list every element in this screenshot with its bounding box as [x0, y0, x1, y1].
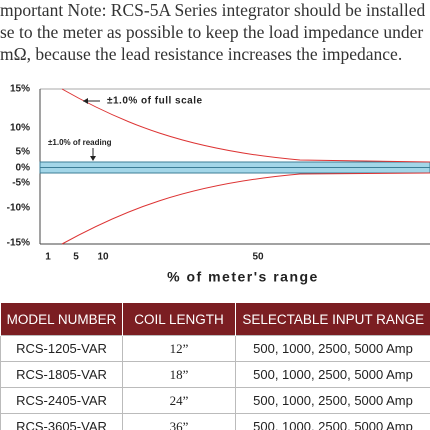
- accuracy-figure: 15% 10% 5% 0% -5% -10% -15% 1 5 10 50 % …: [7, 84, 430, 285]
- header-cell: COIL LENGTH: [122, 303, 236, 336]
- y-label: 10%: [10, 123, 30, 134]
- cell: 500, 1000, 2500, 5000 Amp: [235, 361, 430, 388]
- y-label: -10%: [7, 203, 30, 214]
- y-label: -5%: [12, 178, 30, 189]
- cell: RCS-3605-VAR: [0, 413, 123, 430]
- arrow-head: [83, 98, 88, 104]
- cell: 12”: [122, 335, 236, 362]
- x-label: 10: [97, 252, 109, 263]
- x-label: 5: [73, 252, 79, 263]
- header-cell: MODEL NUMBER: [0, 303, 123, 336]
- y-label: 0%: [16, 163, 31, 174]
- cell: 500, 1000, 2500, 5000 Amp: [235, 387, 430, 414]
- cell: RCS-2405-VAR: [0, 387, 123, 414]
- cell: RCS-1805-VAR: [0, 361, 123, 388]
- note-line: mportant Note: RCS-5A Series integrator …: [0, 0, 430, 20]
- cell: 500, 1000, 2500, 5000 Amp: [235, 335, 430, 362]
- cell: 18”: [122, 361, 236, 388]
- cell: 24”: [122, 387, 236, 414]
- row: RCS-3605-VAR 36” 500, 1000, 2500, 5000 Amp: [0, 413, 430, 430]
- header-row: MODEL NUMBER COIL LENGTH SELECTABLE INPU…: [0, 303, 430, 336]
- model-table: MODEL NUMBER COIL LENGTH SELECTABLE INPU…: [0, 303, 430, 430]
- y-label: 5%: [16, 147, 31, 158]
- row: RCS-1205-VAR 12” 500, 1000, 2500, 5000 Amp: [0, 335, 430, 362]
- y-label: -15%: [7, 238, 30, 249]
- full-scale-curve: [61, 172, 430, 245]
- cell: 36”: [122, 413, 236, 430]
- x-label: 50: [252, 252, 264, 263]
- note-line: se to the meter as possible to keep the …: [0, 22, 424, 42]
- row: RCS-1805-VAR 18” 500, 1000, 2500, 5000 Amp: [0, 361, 430, 388]
- row: RCS-2405-VAR 24” 500, 1000, 2500, 5000 Amp: [0, 387, 430, 414]
- x-axis-title: % of meter's range: [167, 269, 319, 285]
- annotation: ±1.0% of reading: [48, 138, 112, 147]
- annotation: ±1.0% of full scale: [107, 96, 203, 107]
- x-label: 1: [45, 252, 51, 263]
- arrow-head: [90, 156, 96, 161]
- note-line: mΩ, because the lead resistance increase…: [0, 44, 403, 64]
- cell: 500, 1000, 2500, 5000 Amp: [235, 413, 430, 430]
- header-cell: SELECTABLE INPUT RANGE: [235, 303, 430, 336]
- y-label: 15%: [10, 84, 30, 95]
- cell: RCS-1205-VAR: [0, 335, 123, 362]
